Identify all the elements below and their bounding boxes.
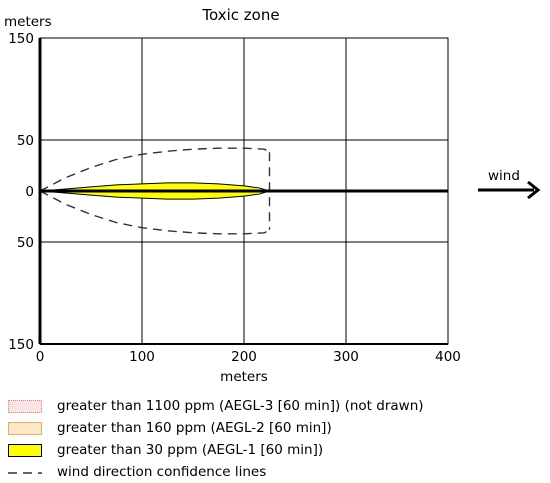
x-tick-label: 400 (435, 349, 461, 365)
legend-item-aegl3: greater than 1100 ppm (AEGL-3 [60 min]) … (8, 395, 424, 417)
legend-item-aegl2: greater than 160 ppm (AEGL-2 [60 min]) (8, 417, 424, 439)
grid (38, 37, 449, 345)
legend-swatch-aegl3 (8, 399, 42, 413)
legend-item-confidence: wind direction confidence lines (8, 461, 424, 483)
confidence-line-lower (39, 190, 270, 235)
chart-title: Toxic zone (201, 6, 279, 24)
y-tick-label: 150 (8, 337, 34, 353)
legend-swatch-aegl1 (8, 443, 42, 457)
legend-label-aegl1: greater than 30 ppm (AEGL-1 [60 min]) (57, 442, 324, 458)
legend: greater than 1100 ppm (AEGL-3 [60 min]) … (8, 395, 424, 483)
x-tick-label: 200 (231, 349, 257, 365)
toxic-zone-chart: Toxic zone meters meters 0 100 200 300 400 15… (4, 6, 541, 385)
confidence-line-upper (39, 147, 270, 192)
x-tick-label: 300 (333, 349, 359, 365)
x-axis-label: meters (220, 369, 268, 385)
legend-label-aegl2: greater than 160 ppm (AEGL-2 [60 min]) (57, 420, 332, 436)
wind-arrow: wind (478, 168, 541, 200)
legend-item-aegl1: greater than 30 ppm (AEGL-1 [60 min]) (8, 439, 424, 461)
legend-swatch-aegl2 (8, 421, 42, 435)
y-tick-label: 50 (17, 235, 34, 251)
y-axis-label: meters (4, 14, 52, 30)
plot-area (39, 147, 448, 235)
tick-labels: 0 100 200 300 400 150 50 0 50 150 (8, 31, 461, 365)
y-tick-label: 150 (8, 31, 34, 47)
wind-arrow-head (527, 180, 541, 200)
x-tick-label: 100 (129, 349, 155, 365)
x-tick-label: 0 (36, 349, 45, 365)
legend-label-aegl3: greater than 1100 ppm (AEGL-3 [60 min]) … (57, 398, 424, 414)
legend-label-confidence: wind direction confidence lines (57, 464, 267, 480)
y-tick-label: 0 (25, 184, 34, 200)
y-tick-label: 50 (17, 133, 34, 149)
wind-label: wind (488, 168, 520, 184)
legend-swatch-dashed-line (8, 466, 42, 479)
